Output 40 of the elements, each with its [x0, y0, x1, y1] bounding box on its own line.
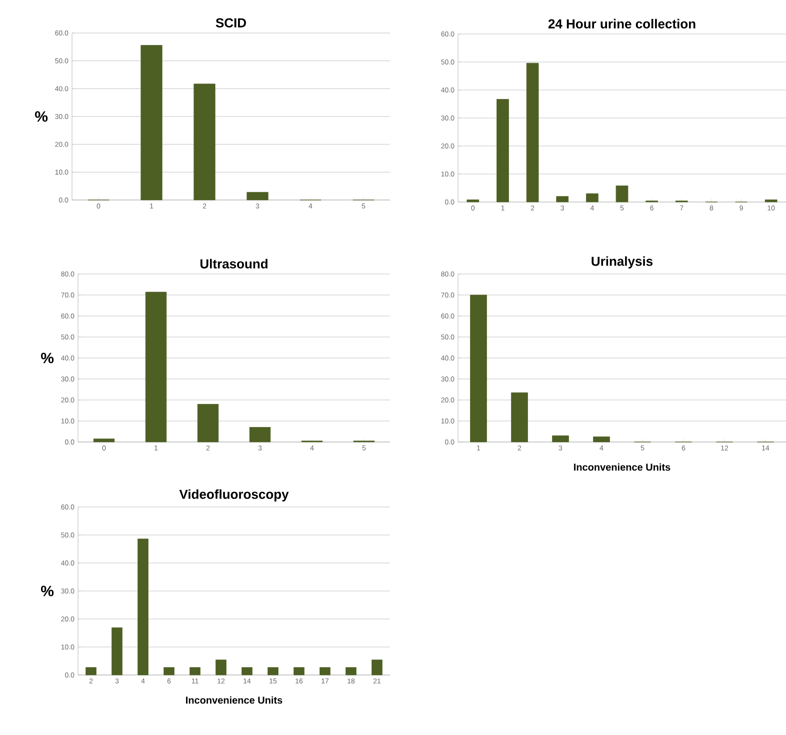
bar: [586, 193, 598, 202]
bar: [526, 62, 539, 202]
chart-title: SCID: [216, 18, 246, 28]
bar: [164, 667, 174, 676]
bar: [764, 200, 778, 202]
bar: [138, 538, 148, 676]
bar: [93, 438, 115, 442]
chart-title: Ultrasound: [200, 258, 268, 268]
bar: [140, 45, 162, 200]
x-axis-title: Inconvenience Units: [186, 696, 282, 704]
bar: [268, 667, 278, 676]
bar: [320, 667, 330, 676]
bar: [556, 196, 569, 202]
bar: [552, 435, 569, 442]
bar: [242, 667, 252, 676]
bar: [246, 192, 268, 200]
y-axis-title: %: [41, 352, 54, 364]
bar: [112, 627, 122, 676]
bar: [216, 660, 226, 676]
bar: [496, 99, 509, 202]
chart-title: 24 Hour urine collection: [548, 18, 696, 28]
bar: [372, 660, 382, 676]
chart-title: Videofluoroscopy: [179, 489, 289, 502]
bar: [197, 404, 219, 442]
bar: [294, 667, 304, 676]
bar: [346, 667, 356, 676]
chart-title: Urinalysis: [592, 256, 653, 268]
bar: [616, 186, 628, 202]
y-axis-title: %: [41, 586, 54, 596]
bar: [145, 292, 167, 442]
bar: [466, 200, 480, 202]
bar: [194, 84, 216, 200]
y-axis-title: %: [35, 111, 48, 122]
bar: [86, 667, 96, 676]
bar: [249, 427, 271, 442]
bar: [470, 294, 487, 442]
bar: [593, 436, 610, 442]
bar: [190, 667, 200, 676]
bar: [511, 392, 528, 442]
x-axis-title: Inconvenience Units: [574, 463, 670, 471]
